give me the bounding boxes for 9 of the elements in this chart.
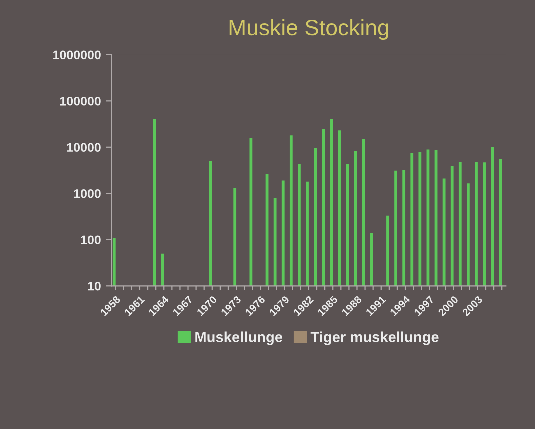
y-tick-label: 1000 xyxy=(74,189,101,198)
legend-label: Tiger muskellunge xyxy=(310,332,439,346)
legend-label: Muskellunge xyxy=(196,332,283,346)
y-tick-label: 10 xyxy=(88,282,101,291)
y-tick-label: 100 xyxy=(81,236,101,245)
chart-title: Muskie Stocking xyxy=(230,19,388,40)
y-tick-label: 1000000 xyxy=(54,50,101,60)
y-tick-label: 10000 xyxy=(67,143,101,152)
y-tick-label: 100000 xyxy=(60,96,101,106)
